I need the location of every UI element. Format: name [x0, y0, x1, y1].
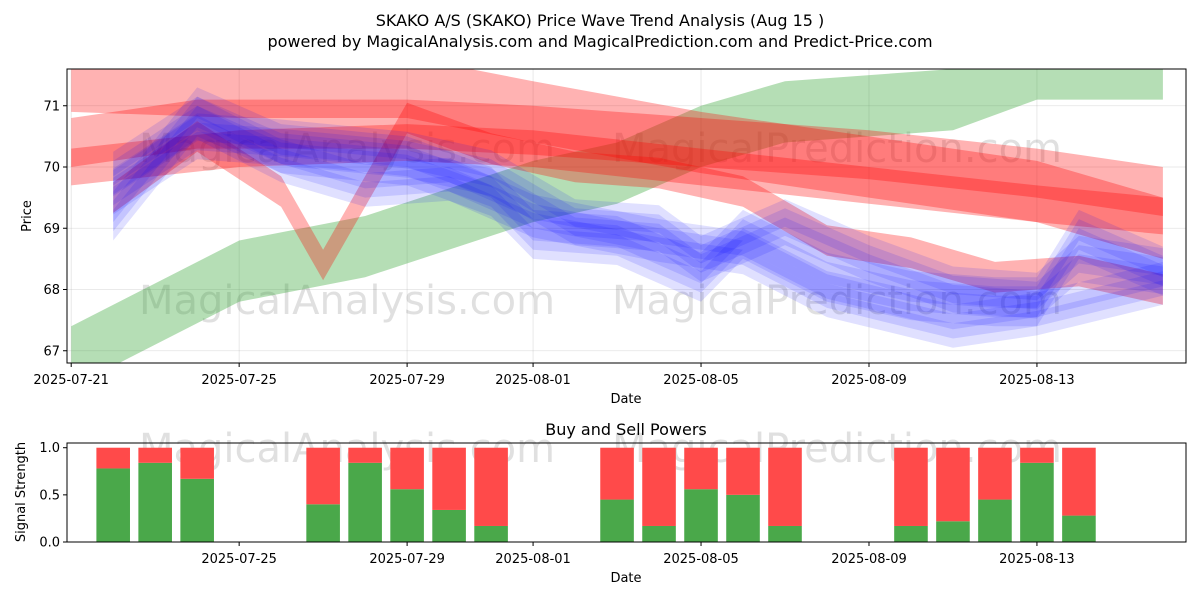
price-y-tick-label: 69	[43, 222, 60, 237]
buy-power-bar	[432, 509, 466, 542]
signal-y-ticks: 0.0 0.5 1.0	[39, 441, 67, 551]
price-wave-band-blue	[113, 96, 1163, 330]
sell-power-bar	[348, 447, 382, 463]
watermark-analysis-mid: MagicalAnalysis.com	[139, 278, 555, 324]
buy-power-bar	[96, 468, 130, 542]
sell-power-bar	[642, 447, 676, 526]
signal-x-tick-label: 2025-07-29	[369, 552, 445, 567]
buy-power-bar	[978, 499, 1012, 542]
signal-x-tick-label: 2025-07-25	[201, 552, 277, 567]
price-wave-band-red	[71, 69, 1163, 259]
sell-power-bar	[936, 447, 970, 522]
sell-power-bar	[684, 447, 718, 490]
price-wave-band-blue	[113, 131, 1163, 319]
buy-power-bar	[138, 462, 172, 542]
price-wave-band-blue	[113, 96, 1163, 318]
buy-power-bar	[180, 478, 214, 542]
signal-y-tick-label: 1.0	[39, 441, 60, 456]
buy-power-bar	[642, 525, 676, 542]
signal-x-tick-label: 2025-08-01	[495, 552, 571, 567]
price-x-tick-label: 2025-08-09	[831, 373, 907, 388]
price-y-ticks: 67 68 69 70 71	[43, 99, 67, 359]
signal-y-tick-label: 0.0	[39, 536, 60, 551]
price-wave-band-green	[71, 69, 1163, 363]
sell-power-bar	[978, 447, 1012, 500]
price-wave-band-blue	[113, 113, 1163, 301]
price-x-tick-label: 2025-08-13	[999, 373, 1075, 388]
signal-x-tick-label: 2025-08-13	[999, 552, 1075, 567]
sell-power-bar	[768, 447, 802, 526]
price-x-tick-label: 2025-08-05	[663, 373, 739, 388]
signal-axes-frame	[66, 442, 1187, 543]
sell-power-bar	[726, 447, 760, 495]
signal-panel: Buy and Sell Powers MagicalAnalysis.com …	[14, 420, 1187, 586]
buy-power-bar	[726, 494, 760, 542]
price-y-tick-label: 71	[43, 99, 60, 114]
signal-title: Buy and Sell Powers	[545, 420, 707, 439]
sell-power-bar	[96, 447, 130, 469]
buy-power-bar	[348, 462, 382, 542]
price-x-label: Date	[610, 392, 641, 407]
sell-power-bar	[474, 447, 508, 526]
sell-power-bar	[600, 447, 634, 500]
price-x-tick-label: 2025-08-01	[495, 373, 571, 388]
signal-x-tick-label: 2025-08-09	[831, 552, 907, 567]
sell-power-bar	[432, 447, 466, 510]
price-x-tick-label: 2025-07-21	[33, 373, 109, 388]
sell-power-bar	[1020, 447, 1054, 463]
price-x-ticks: 2025-07-21 2025-07-25 2025-07-29 2025-08-01…	[33, 363, 1075, 388]
sell-power-bar	[180, 447, 214, 479]
signal-x-tick-label: 2025-08-05	[663, 552, 739, 567]
buy-power-bar	[306, 504, 340, 542]
signal-y-label: Signal Strength	[14, 442, 29, 542]
chart-subtitle: powered by MagicalAnalysis.com and Magic…	[267, 32, 932, 51]
sell-power-bar	[138, 447, 172, 463]
price-wave-band-red	[71, 124, 1163, 235]
buy-power-bar	[936, 521, 970, 542]
price-series	[71, 69, 1163, 363]
buy-power-bar	[474, 525, 508, 542]
price-watermarks: MagicalAnalysis.com MagicalPrediction.co…	[139, 126, 1062, 324]
price-wave-band-blue	[113, 87, 1163, 308]
watermark-prediction-top: MagicalPrediction.com	[612, 126, 1062, 172]
price-wave-band-red	[113, 102, 1163, 305]
price-y-label: Price	[20, 200, 35, 232]
signal-x-ticks: 2025-07-25 2025-07-29 2025-08-01 2025-08-05…	[201, 542, 1075, 567]
buy-power-bar	[1020, 462, 1054, 542]
price-wave-band-blue	[113, 114, 1163, 348]
chart-title: SKAKO A/S (SKAKO) Price Wave Trend Analy…	[376, 11, 825, 30]
price-wave-band-blue	[113, 105, 1163, 339]
signal-bars	[96, 447, 1096, 542]
sell-power-bar	[894, 447, 928, 526]
price-y-tick-label: 68	[43, 283, 60, 298]
sell-power-bar	[1062, 447, 1096, 516]
buy-power-bar	[390, 489, 424, 542]
buy-power-bar	[684, 489, 718, 542]
price-wave-band-blue	[113, 105, 1163, 327]
buy-power-bar	[894, 525, 928, 542]
signal-y-tick-label: 0.5	[39, 488, 60, 503]
price-wave-band-blue	[113, 122, 1163, 310]
buy-power-bar	[1062, 515, 1096, 542]
price-x-tick-label: 2025-07-29	[369, 373, 445, 388]
price-x-tick-label: 2025-07-25	[201, 373, 277, 388]
price-y-tick-label: 70	[43, 161, 60, 176]
watermark-prediction-mid: MagicalPrediction.com	[612, 278, 1062, 324]
sell-power-bar	[390, 447, 424, 490]
buy-power-bar	[768, 525, 802, 542]
price-grid	[67, 69, 1186, 363]
price-wave-band-red	[71, 99, 1163, 216]
watermark-analysis-top: MagicalAnalysis.com	[139, 126, 555, 172]
sell-power-bar	[306, 447, 340, 505]
price-panel: MagicalAnalysis.com MagicalPrediction.co…	[20, 68, 1187, 407]
price-axes-frame	[66, 68, 1187, 364]
price-y-tick-label: 67	[43, 344, 60, 359]
buy-power-bar	[600, 499, 634, 542]
signal-x-label: Date	[610, 571, 641, 586]
